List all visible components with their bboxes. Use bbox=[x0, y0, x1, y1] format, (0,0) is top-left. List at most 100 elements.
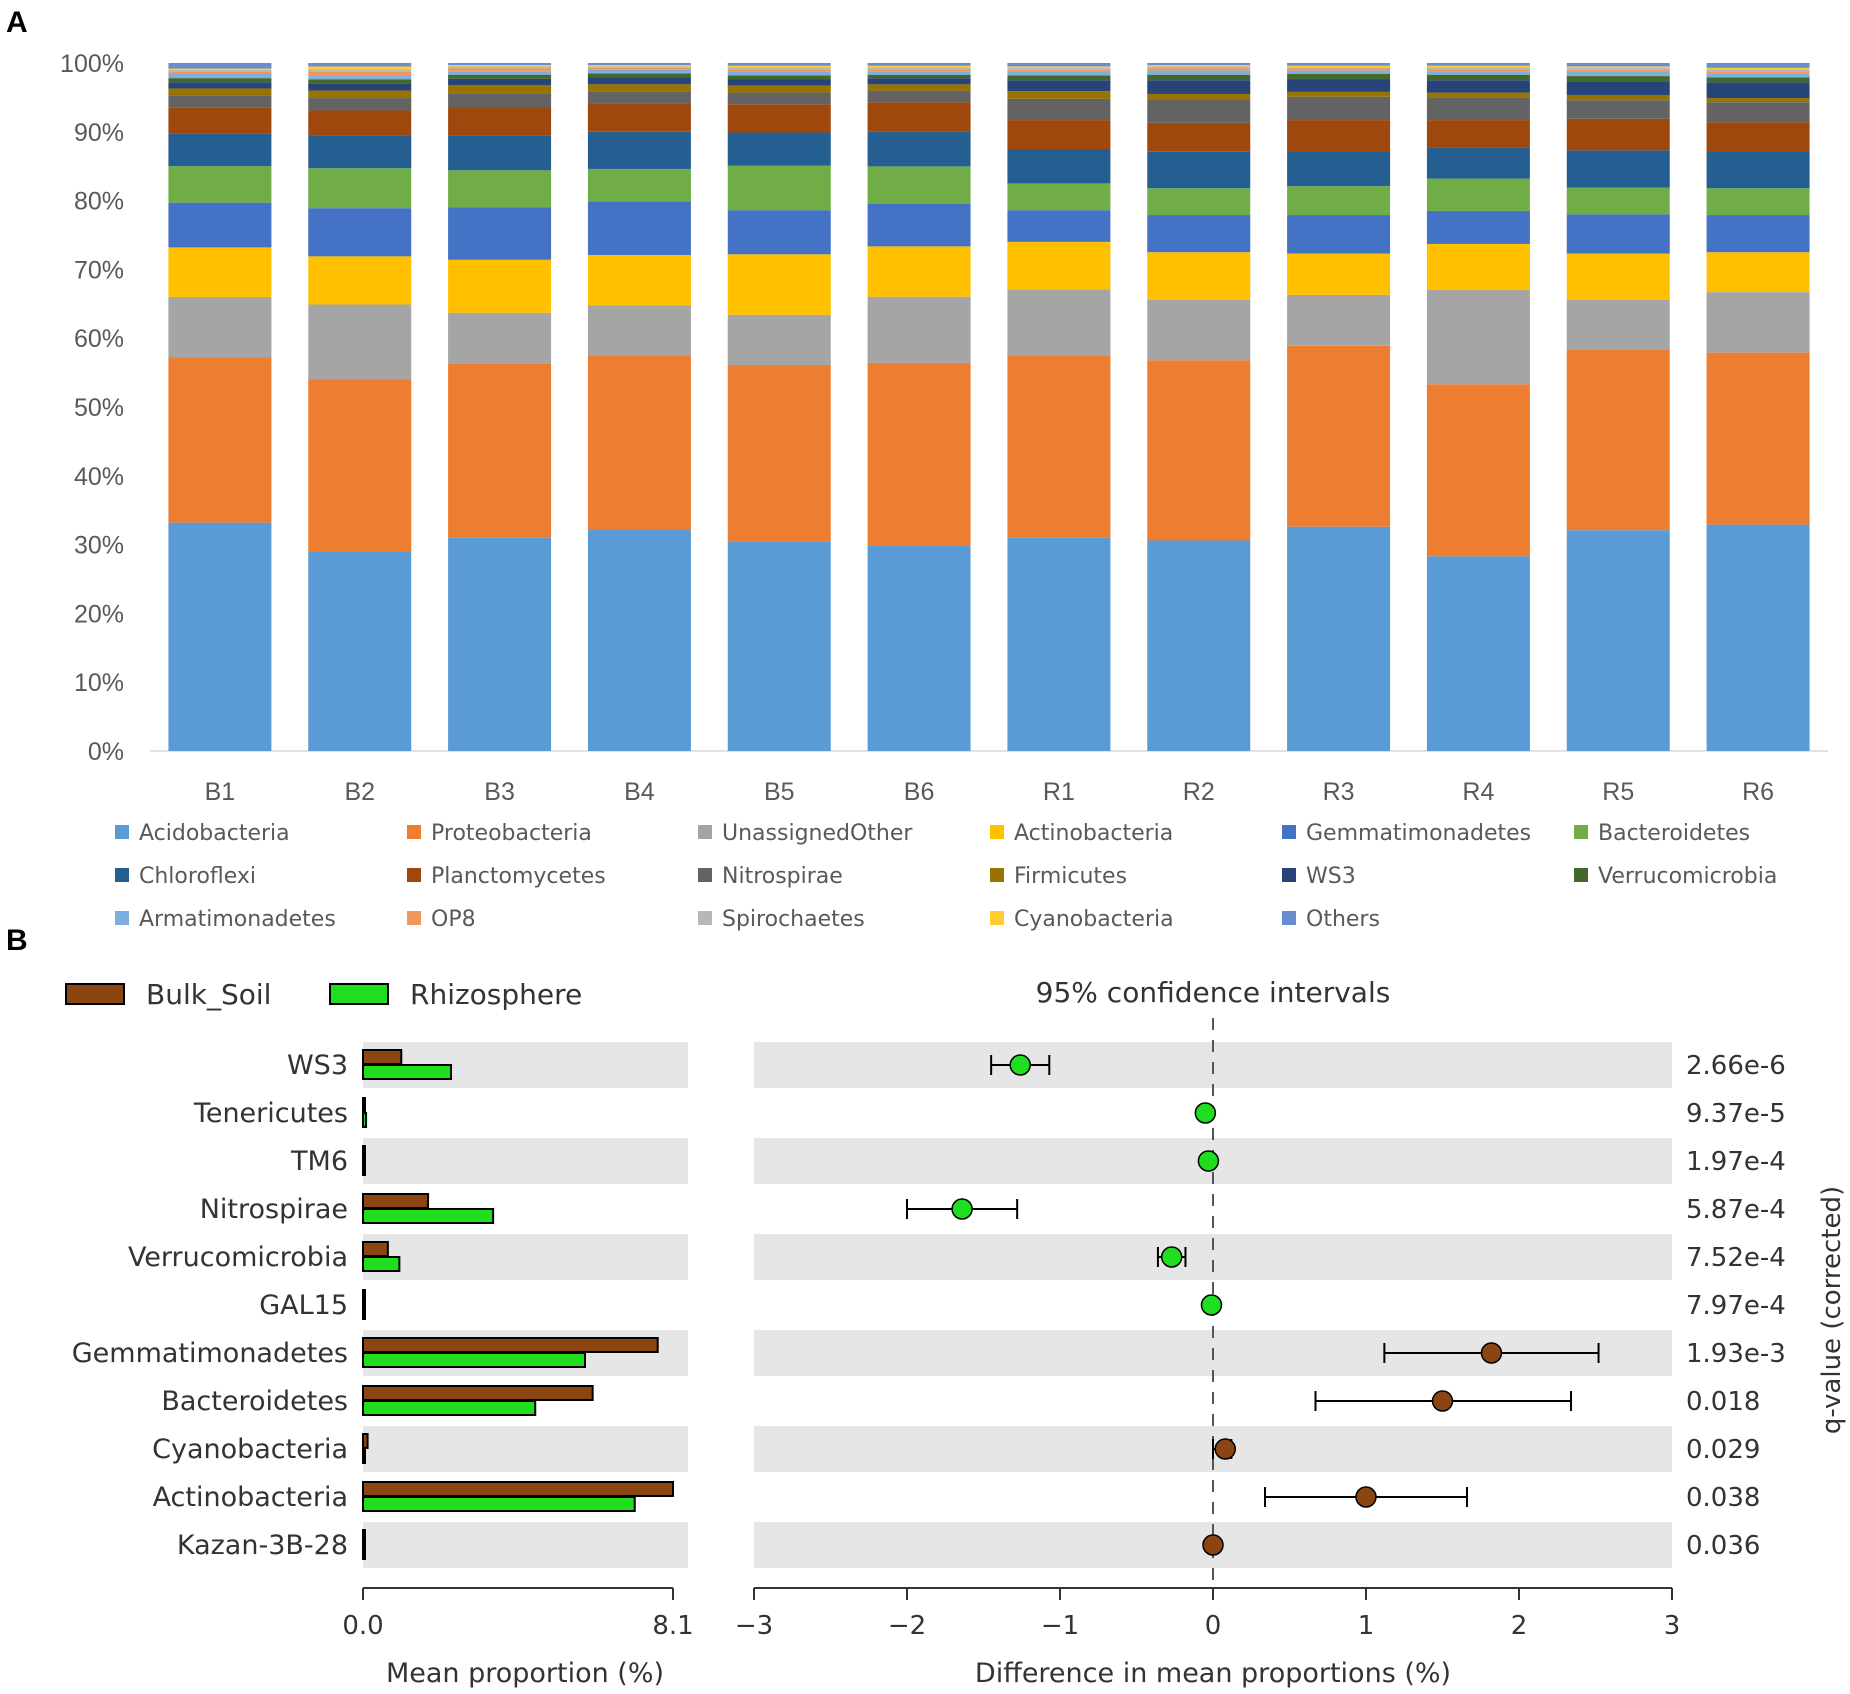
bar-segment-actinobacteria-b5 bbox=[727, 254, 831, 315]
bar-segment-armatimonadetes-b1 bbox=[168, 74, 272, 79]
bar-segment-acidobacteria-b4 bbox=[587, 529, 691, 751]
bar-segment-acidobacteria-b2 bbox=[308, 551, 412, 751]
bar-segment-actinobacteria-r3 bbox=[1287, 253, 1391, 295]
bar-segment-op8-r3 bbox=[1287, 68, 1391, 71]
bar-segment-nitrospirae-b1 bbox=[168, 95, 272, 108]
mean-proportion-chart: WS3 Tenericutes TM6 Nitrospirae Verrucomicro… bbox=[65, 978, 694, 1689]
bar-segment-acidobacteria-b6 bbox=[867, 545, 971, 751]
bar-segment-acidobacteria-r3 bbox=[1287, 526, 1391, 751]
legend-label-acidobacteria: Acidobacteria bbox=[139, 821, 290, 846]
bar-segment-planctomycetes-r3 bbox=[1287, 120, 1391, 152]
x-tick-label: −1 bbox=[1041, 1611, 1079, 1641]
bar-segment-chloroflexi-r3 bbox=[1287, 151, 1391, 187]
bar-segment-actinobacteria-b1 bbox=[168, 247, 272, 297]
bar-segment-acidobacteria-b3 bbox=[448, 537, 552, 751]
bar-segment-planctomycetes-b5 bbox=[727, 104, 831, 133]
bar-segment-planctomycetes-r2 bbox=[1147, 122, 1251, 152]
bar-segment-acidobacteria-b1 bbox=[168, 522, 272, 751]
x-tick-label: R4 bbox=[1462, 778, 1494, 806]
bar-segment-bacteroidetes-r2 bbox=[1147, 188, 1251, 216]
bar-segment-others-r2 bbox=[1147, 63, 1251, 66]
bar-segment-bacteroidetes-b3 bbox=[448, 170, 552, 208]
x-tick-label: 0.0 bbox=[342, 1611, 383, 1641]
bar-segment-nitrospirae-r6 bbox=[1706, 102, 1810, 123]
bar-segment-spirochaetes-r1 bbox=[1007, 67, 1111, 70]
legend-label-ws3: WS3 bbox=[1306, 864, 1356, 889]
bar-bulk-soil-ws3 bbox=[362, 1049, 403, 1065]
legend-swatch-ws3 bbox=[1282, 868, 1296, 882]
legend-label-op8: OP8 bbox=[431, 907, 476, 932]
bar-segment-firmicutes-b4 bbox=[587, 84, 691, 92]
category-label: WS3 bbox=[287, 1050, 348, 1081]
bar-segment-firmicutes-b5 bbox=[727, 85, 831, 93]
x-tick-label: B3 bbox=[484, 778, 515, 806]
bar-segment-op8-b3 bbox=[448, 68, 552, 72]
category-label: Actinobacteria bbox=[153, 1482, 348, 1513]
bar-segment-unassignedother-b5 bbox=[727, 314, 831, 366]
bar-segment-unassignedother-b2 bbox=[308, 304, 412, 380]
y-tick-label: 100% bbox=[60, 50, 124, 78]
bar-segment-proteobacteria-r3 bbox=[1287, 345, 1391, 527]
bar-segment-planctomycetes-r4 bbox=[1426, 120, 1530, 148]
legend-label-rhizosphere: Rhizosphere bbox=[410, 978, 582, 1011]
bar-segment-spirochaetes-r4 bbox=[1426, 67, 1530, 70]
bar-segment-spirochaetes-b5 bbox=[727, 67, 831, 70]
confidence-interval-chart: 2.66e-6 9.37e-5 1.97e-4 5.87e-4 7.52e-4 7.97e… bbox=[735, 976, 1847, 1689]
bar-segment-actinobacteria-b2 bbox=[308, 256, 412, 305]
legend-swatch-planctomycetes bbox=[407, 868, 421, 882]
bar-segment-actinobacteria-b6 bbox=[867, 246, 971, 297]
bar-segment-proteobacteria-b1 bbox=[168, 357, 272, 523]
legend-swatch-chloroflexi bbox=[115, 868, 129, 882]
bar-segment-nitrospirae-r2 bbox=[1147, 99, 1251, 123]
bar-bulk-soil-tm6 bbox=[362, 1145, 366, 1161]
bar-segment-cyanobacteria-r1 bbox=[1007, 66, 1111, 68]
bar-segment-cyanobacteria-b1 bbox=[168, 68, 272, 70]
bar-segment-ws3-r1 bbox=[1007, 80, 1111, 92]
legend-swatch-proteobacteria bbox=[407, 825, 421, 839]
x-tick-label: B2 bbox=[344, 778, 375, 806]
x-tick-label: 2 bbox=[1511, 1611, 1528, 1641]
bar-segment-armatimonadetes-r3 bbox=[1287, 70, 1391, 75]
bar-segment-acidobacteria-r6 bbox=[1706, 524, 1810, 751]
bar-segment-armatimonadetes-r2 bbox=[1147, 70, 1251, 75]
legend-swatch-bacteroidetes bbox=[1574, 825, 1588, 839]
point-tenericutes bbox=[1194, 1102, 1217, 1124]
x-tick-label: B5 bbox=[764, 778, 795, 806]
legend-swatch-nitrospirae bbox=[698, 868, 712, 882]
bar-segment-proteobacteria-r4 bbox=[1426, 384, 1530, 557]
bar-segment-proteobacteria-r1 bbox=[1007, 355, 1111, 538]
bar-segment-firmicutes-b1 bbox=[168, 88, 272, 96]
bar-segment-spirochaetes-r6 bbox=[1706, 69, 1810, 72]
legend-label-others: Others bbox=[1306, 907, 1380, 932]
bar-segment-verrucomicrobia-b6 bbox=[867, 74, 971, 79]
bar-segment-armatimonadetes-r5 bbox=[1566, 71, 1670, 77]
q-value-label: 7.97e-4 bbox=[1686, 1291, 1786, 1321]
bar-segment-cyanobacteria-r4 bbox=[1426, 65, 1530, 68]
bar-segment-verrucomicrobia-b1 bbox=[168, 78, 272, 83]
bar-segment-unassignedother-r4 bbox=[1426, 290, 1530, 385]
y-tick-label: 70% bbox=[74, 256, 124, 284]
panel-a-label: A bbox=[6, 6, 28, 39]
bar-segment-others-b1 bbox=[168, 63, 272, 69]
legend-swatch-spirochaetes bbox=[698, 911, 712, 925]
bar-segment-firmicutes-r3 bbox=[1287, 91, 1391, 97]
bar-rhizosphere-nitrospirae bbox=[362, 1208, 495, 1224]
bar-segment-op8-b4 bbox=[587, 67, 691, 70]
bar-segment-firmicutes-r2 bbox=[1147, 93, 1251, 100]
legend-label-nitrospirae: Nitrospirae bbox=[722, 864, 843, 889]
bar-bulk-soil-gal15 bbox=[362, 1289, 366, 1305]
bar-segment-ws3-b6 bbox=[867, 78, 971, 85]
panel-b-label: B bbox=[6, 924, 28, 957]
y-tick-label: 60% bbox=[74, 325, 124, 353]
bar-segment-chloroflexi-b5 bbox=[727, 132, 831, 166]
bar-segment-bacteroidetes-r3 bbox=[1287, 186, 1391, 216]
bar-segment-planctomycetes-b2 bbox=[308, 110, 412, 136]
bar-segment-others-b5 bbox=[727, 63, 831, 66]
bar-segment-nitrospirae-b2 bbox=[308, 98, 412, 111]
bar-segment-planctomycetes-r5 bbox=[1566, 118, 1670, 151]
bar-segment-ws3-b4 bbox=[587, 77, 691, 85]
y-tick-label: 80% bbox=[74, 188, 124, 216]
bar-rhizosphere-cyanobacteria bbox=[362, 1448, 366, 1464]
x-tick-label: 0 bbox=[1205, 1611, 1222, 1641]
bar-segment-op8-b2 bbox=[308, 71, 412, 77]
